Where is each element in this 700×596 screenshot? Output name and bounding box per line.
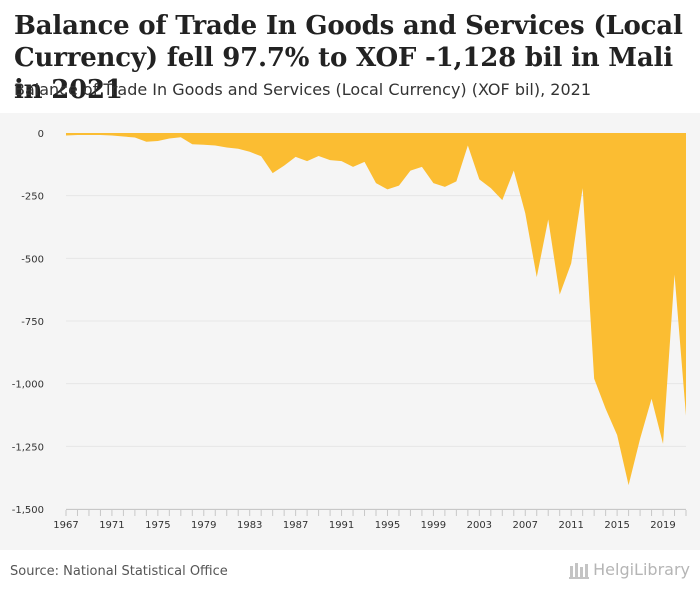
data-point: [157, 140, 159, 142]
x-tick-label: 2003: [467, 520, 492, 531]
data-point: [490, 187, 492, 189]
chart-subtitle: Balance of Trade In Goods and Services (…: [14, 80, 591, 99]
x-tick-label: 1999: [421, 520, 446, 531]
data-point: [145, 141, 147, 143]
y-tick-label: -750: [21, 317, 44, 328]
data-point: [501, 199, 503, 201]
data-point: [306, 160, 308, 162]
x-axis: 1967 1971 1975 1979 1983 1987 1991 1995 1999 2003…: [53, 509, 687, 531]
x-tick-label: 1971: [99, 520, 124, 531]
data-point: [662, 443, 664, 445]
data-point: [180, 136, 182, 138]
chart-footer: [0, 550, 700, 596]
data-point: [294, 156, 296, 158]
data-point: [317, 155, 319, 157]
x-tick-label: 2011: [558, 520, 583, 531]
y-tick-label: -500: [21, 254, 44, 265]
data-point: [432, 182, 434, 184]
y-tick-label: -1,250: [12, 442, 44, 453]
data-point: [650, 398, 652, 400]
data-point: [134, 136, 136, 138]
data-point: [65, 134, 67, 136]
x-tick-label: 1979: [191, 520, 216, 531]
x-tick-label: 2007: [513, 520, 538, 531]
y-tick-label: -1,000: [12, 380, 44, 391]
y-tick-label: 0: [38, 129, 44, 140]
library-logo-icon: [569, 562, 590, 579]
data-point: [340, 160, 342, 162]
data-point: [111, 134, 113, 136]
data-point: [616, 434, 618, 436]
data-point: [673, 273, 675, 275]
data-point: [536, 276, 538, 278]
series-area: [66, 133, 686, 486]
data-point: [271, 172, 273, 174]
data-point: [260, 155, 262, 157]
data-point: [524, 212, 526, 214]
data-point: [249, 151, 251, 153]
data-point: [409, 169, 411, 171]
data-point: [559, 293, 561, 295]
data-point: [639, 438, 641, 440]
data-point: [352, 166, 354, 168]
x-tick-label: 1987: [283, 520, 308, 531]
data-point: [581, 187, 583, 189]
data-point: [685, 415, 687, 417]
data-point: [398, 184, 400, 186]
data-point: [203, 144, 205, 146]
data-point: [76, 134, 78, 136]
data-point: [329, 159, 331, 161]
data-point: [168, 137, 170, 139]
data-point: [237, 148, 239, 150]
helgilibrary-logo: HelgiLibrary: [569, 560, 690, 579]
data-point: [375, 182, 377, 184]
source-note: Source: National Statistical Office: [10, 564, 228, 579]
x-tick-label: 1975: [145, 520, 170, 531]
x-tick-label: 1967: [53, 520, 78, 531]
area-chart: 1967 1971 1975 1979 1983 1987 1991 1995 1999 2003…: [12, 129, 687, 531]
data-point: [455, 180, 457, 182]
y-tick-label: -1,500: [12, 505, 44, 516]
y-tick-label: -250: [21, 192, 44, 203]
data-point: [363, 161, 365, 163]
x-tick-label: 2019: [650, 520, 675, 531]
data-point: [570, 262, 572, 264]
data-point: [604, 408, 606, 410]
x-tick-label: 1983: [237, 520, 262, 531]
logo-text: HelgiLibrary: [593, 560, 690, 579]
data-point: [421, 166, 423, 168]
data-point: [88, 134, 90, 136]
data-point: [627, 484, 629, 486]
data-point: [386, 188, 388, 190]
data-point: [226, 146, 228, 148]
chart-header: Balance of Trade In Goods and Services (…: [0, 0, 700, 113]
data-point: [283, 164, 285, 166]
data-point: [99, 134, 101, 136]
data-point: [191, 143, 193, 145]
x-tick-label: 2015: [604, 520, 629, 531]
data-point: [513, 169, 515, 171]
data-point: [467, 144, 469, 146]
data-point: [214, 144, 216, 146]
x-tick-label: 1991: [329, 520, 354, 531]
data-point: [547, 218, 549, 220]
chart-title: Balance of Trade In Goods and Services (…: [14, 11, 683, 105]
data-point: [444, 186, 446, 188]
data-point: [593, 377, 595, 379]
x-tick-label: 1995: [375, 520, 400, 531]
data-point: [122, 135, 124, 137]
data-point: [478, 178, 480, 180]
area-series: [65, 133, 687, 486]
y-axis: 0 -250 -500 -750 -1,000 -1,250 -1,500: [12, 129, 44, 516]
